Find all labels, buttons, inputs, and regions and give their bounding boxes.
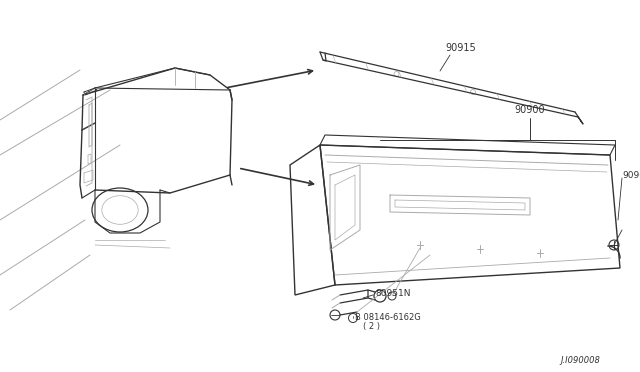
Text: 90900E: 90900E <box>622 170 640 180</box>
Text: 90915: 90915 <box>445 43 476 53</box>
Text: 90900: 90900 <box>515 105 545 115</box>
Text: 80951N: 80951N <box>375 289 410 298</box>
Text: B 08146-6162G: B 08146-6162G <box>355 314 420 323</box>
Text: J.I090008: J.I090008 <box>560 356 600 365</box>
Text: ( 2 ): ( 2 ) <box>363 321 380 330</box>
